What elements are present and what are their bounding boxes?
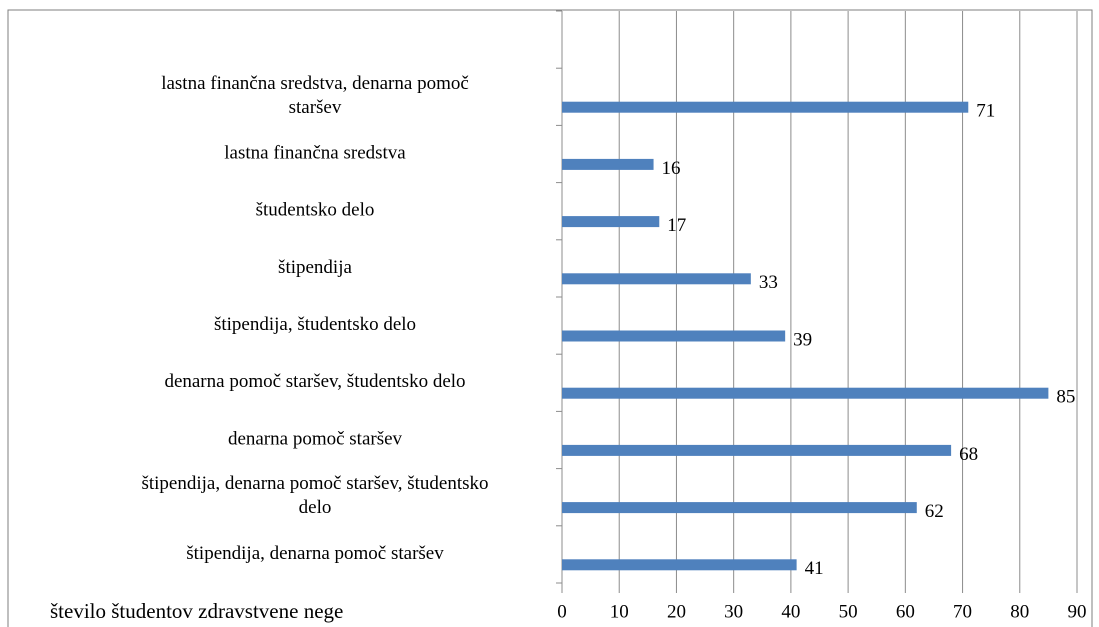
data-label: 85 — [1056, 387, 1075, 408]
data-label: 68 — [959, 444, 978, 465]
bar — [562, 216, 660, 228]
x-tick-label: 40 — [781, 601, 800, 622]
y-tick-label: štipendija, denarna pomoč staršev, štude… — [141, 474, 488, 519]
bar — [562, 387, 1049, 399]
y-tick-label: denarna pomoč staršev, študentsko delo — [164, 371, 465, 392]
x-tick-label: 10 — [610, 601, 629, 622]
data-label: 41 — [805, 558, 824, 579]
y-tick-label: lastna finančna sredstva — [224, 142, 406, 163]
bar — [562, 559, 797, 571]
data-label: 71 — [976, 101, 995, 122]
x-tick-label: 60 — [896, 601, 915, 622]
legend-label: število študentov zdravstvene nege — [50, 599, 343, 623]
data-label: 33 — [759, 272, 778, 293]
x-tick-label: 70 — [953, 601, 972, 622]
bar — [562, 330, 786, 342]
data-label: 39 — [793, 329, 812, 350]
x-tick-label: 80 — [1010, 601, 1029, 622]
bar — [562, 101, 969, 113]
x-tick-label: 0 — [557, 601, 567, 622]
bar — [562, 158, 654, 170]
x-tick-label: 90 — [1068, 601, 1087, 622]
y-tick-label: štipendija — [278, 257, 352, 278]
data-label: 62 — [925, 501, 944, 522]
y-tick-label: lastna finančna sredstva, denarna pomoč s… — [161, 73, 469, 118]
data-label: 17 — [667, 215, 686, 236]
x-tick-label: 50 — [839, 601, 858, 622]
x-tick-label: 20 — [667, 601, 686, 622]
y-tick-label: štipendija, študentsko delo — [214, 314, 416, 335]
data-label: 16 — [662, 158, 681, 179]
x-tick-label: 30 — [724, 601, 743, 622]
bar — [562, 273, 751, 285]
chart-frame — [7, 9, 1093, 627]
y-tick-label: štipendija, denarna pomoč staršev — [186, 543, 444, 564]
bar — [562, 502, 917, 514]
bar — [562, 444, 952, 456]
y-tick-label: denarna pomoč staršev — [228, 428, 403, 449]
y-tick-label: študentsko delo — [256, 200, 375, 221]
